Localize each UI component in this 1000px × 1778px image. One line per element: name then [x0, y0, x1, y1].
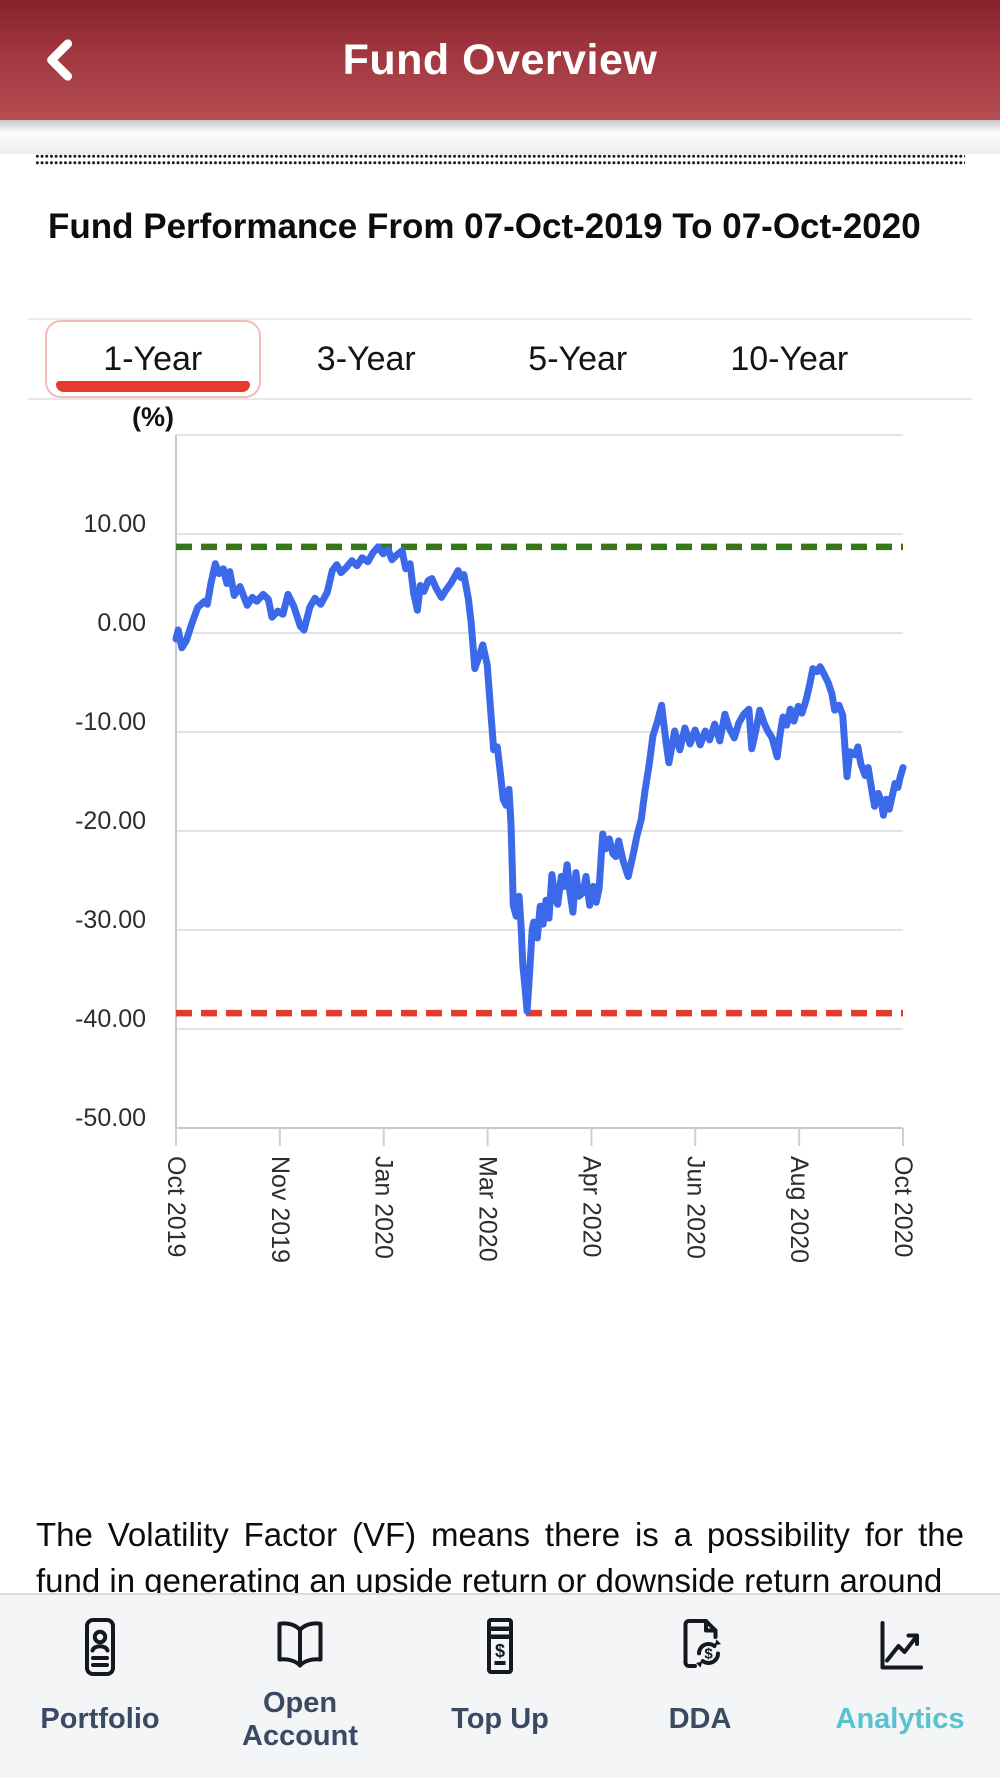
- nav-label: Analytics: [835, 1703, 965, 1736]
- x-axis-label: Oct 2020: [889, 1156, 917, 1257]
- period-tabs: 1-Year 3-Year 5-Year 10-Year: [28, 318, 972, 400]
- dda-recurring-payment-icon: $: [683, 1619, 721, 1668]
- nav-label: Open Account: [242, 1686, 358, 1752]
- active-tab-underline: [56, 381, 250, 392]
- y-axis-label: 0.00: [97, 609, 146, 637]
- y-axis-label: -50.00: [75, 1104, 146, 1132]
- fund-performance-title: Fund Performance From 07-Oct-2019 To 07-…: [48, 207, 921, 246]
- x-axis-label: Oct 2019: [162, 1156, 190, 1257]
- x-axis-label: Apr 2020: [577, 1156, 605, 1257]
- volatility-disclaimer: The Volatility Factor (VF) means there i…: [36, 1512, 964, 1593]
- bottom-navigation: Portfolio Open Account $ Top Up $ DDA Analytic…: [0, 1593, 1000, 1778]
- nav-item-open-account[interactable]: Open Account: [200, 1595, 400, 1778]
- top-up-receipt-icon: $: [487, 1618, 513, 1674]
- nav-item-dda[interactable]: $ DDA: [600, 1595, 800, 1778]
- nav-item-top-up[interactable]: $ Top Up: [400, 1595, 600, 1778]
- analytics-chart-icon: [880, 1621, 923, 1670]
- tab-label: 3-Year: [316, 339, 416, 378]
- back-button[interactable]: [36, 34, 88, 86]
- performance-chart-area: 10.00 0.00 -10.00 -20.00 -30.00 -40.00 -50.00 (…: [0, 400, 1000, 1300]
- nav-label: Top Up: [451, 1703, 549, 1736]
- header-shadow-strip: [0, 120, 1000, 154]
- y-axis-label: -30.00: [75, 906, 146, 934]
- tab-1-year[interactable]: 1-Year: [45, 320, 261, 398]
- svg-text:$: $: [704, 1646, 713, 1663]
- y-axis-label: -20.00: [75, 807, 146, 835]
- nav-item-portfolio[interactable]: Portfolio: [0, 1595, 200, 1778]
- dotted-divider: [35, 152, 965, 165]
- page-title: Fund Overview: [342, 35, 658, 84]
- tab-10-year[interactable]: 10-Year: [684, 320, 896, 398]
- x-axis-label: Jan 2020: [370, 1156, 398, 1259]
- performance-chart: 10.00 0.00 -10.00 -20.00 -30.00 -40.00 -50.00 (…: [75, 402, 917, 1263]
- tab-label: 5-Year: [528, 339, 628, 378]
- nav-label: DDA: [668, 1703, 732, 1736]
- back-chevron-icon: [47, 39, 73, 81]
- tab-label: 1-Year: [103, 339, 203, 378]
- y-axis-label: 10.00: [83, 510, 146, 538]
- nav-item-analytics[interactable]: Analytics: [800, 1595, 1000, 1778]
- y-axis-unit-label: (%): [132, 402, 174, 432]
- x-axis-label: Aug 2020: [785, 1156, 813, 1263]
- disclaimer-line-1: The Volatility Factor (VF) means there i…: [36, 1516, 964, 1553]
- nav-label: Portfolio: [40, 1703, 160, 1736]
- svg-text:$: $: [495, 1641, 505, 1661]
- tab-3-year[interactable]: 3-Year: [261, 320, 473, 398]
- app-header: Fund Overview: [0, 0, 1000, 120]
- x-axis-label: Jun 2020: [681, 1156, 709, 1259]
- disclaimer-line-2: fund in generating an upside return or d…: [36, 1562, 943, 1593]
- open-book-icon: [277, 1621, 323, 1668]
- x-axis-label: Nov 2019: [266, 1156, 294, 1263]
- tab-label: 10-Year: [730, 339, 849, 378]
- y-axis-label: -40.00: [75, 1005, 146, 1033]
- fund-performance-line: [172, 543, 907, 1015]
- x-axis-label: Mar 2020: [474, 1156, 502, 1262]
- y-axis-label: -10.00: [75, 708, 146, 736]
- tab-5-year[interactable]: 5-Year: [472, 320, 684, 398]
- portfolio-id-card-icon: [85, 1618, 115, 1676]
